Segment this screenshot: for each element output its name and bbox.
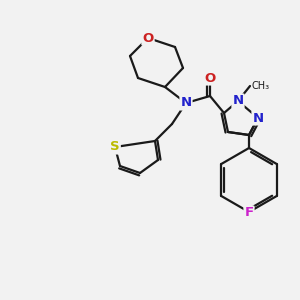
Text: F: F bbox=[244, 206, 253, 220]
Text: CH₃: CH₃ bbox=[252, 81, 270, 91]
Text: N: N bbox=[232, 94, 244, 107]
Text: N: N bbox=[180, 97, 192, 110]
Text: S: S bbox=[110, 140, 120, 154]
Text: O: O bbox=[204, 71, 216, 85]
Text: O: O bbox=[142, 32, 154, 44]
Text: N: N bbox=[252, 112, 264, 124]
